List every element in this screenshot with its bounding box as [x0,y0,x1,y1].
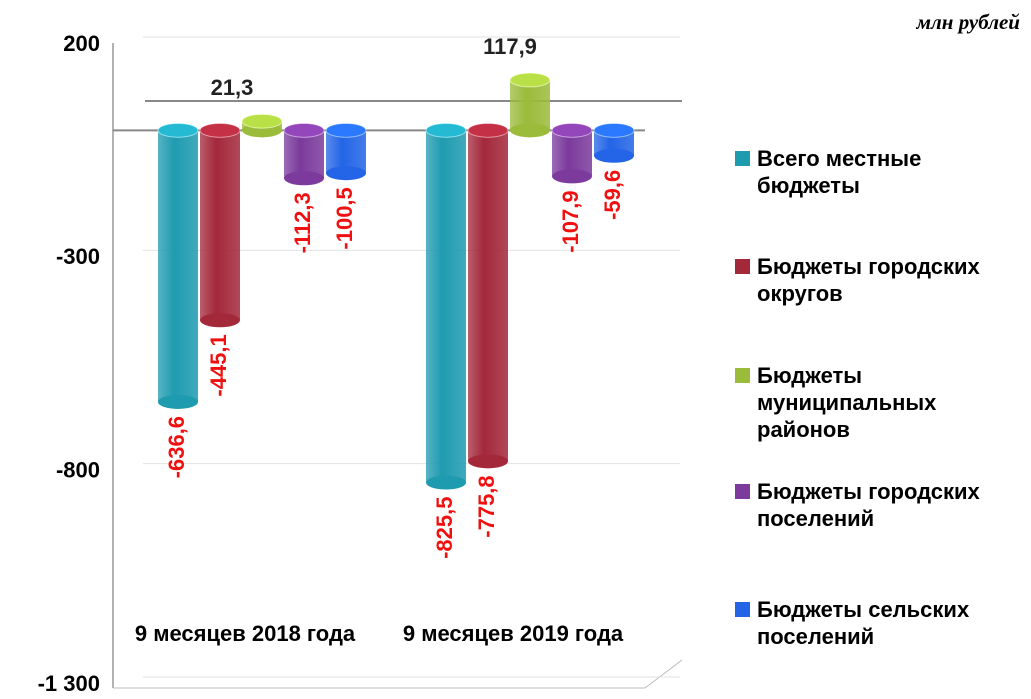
bar-cap-bottom [426,475,466,490]
bar-cap-top [199,122,241,138]
bar [426,130,466,483]
legend-swatch [735,484,750,499]
y-tick-label: 200 [63,31,100,56]
bar-cap-top [509,72,551,88]
bar-cap-top [283,122,325,138]
bar-cap-bottom [200,313,240,328]
data-label: -59,6 [600,170,625,220]
bar [200,130,240,321]
legend-swatch [735,368,750,383]
bar-cap-top [325,122,367,138]
data-label: 21,3 [211,75,254,100]
floor-edge [644,659,683,689]
legend-label: Бюджеты городских поселений [757,479,980,531]
bar [552,130,592,177]
bar [158,130,198,402]
bar-cap-bottom [284,171,324,186]
bar-cap-bottom [158,394,198,409]
y-tick-label: -800 [56,457,100,482]
bar [510,80,550,131]
data-label: -112,3 [290,192,315,253]
bar-cap-bottom [594,148,634,163]
data-label: -775,8 [474,475,499,537]
legend-label: Бюджеты муниципальных районов [757,363,937,442]
legend-label: Бюджеты городских округов [757,254,980,306]
bar-cap-top [467,122,509,138]
data-label: -445,1 [206,334,231,396]
legend-item: Бюджеты городских поселений [735,478,1025,532]
bar-cap-bottom [468,454,508,469]
bar-cap-top [157,122,199,138]
bar [468,130,508,462]
legend-label: Всего местные бюджеты [757,146,922,198]
bar-cap-top [425,122,467,138]
data-label: -636,6 [164,416,189,478]
legend-swatch [735,259,750,274]
x-tick-label: 9 месяцев 2019 года [403,621,624,646]
legend-item: Всего местные бюджеты [735,145,1025,199]
bar-cap-bottom [510,123,550,138]
data-label: -100,5 [332,187,357,249]
legend-item: Бюджеты сельских поселений [735,596,1025,650]
bar-cap-bottom [326,166,366,181]
data-label: -825,5 [432,497,457,559]
legend-label: Бюджеты сельских поселений [757,597,970,649]
bar-cap-top [551,122,593,138]
y-tick-label: -1 300 [38,671,100,696]
legend-swatch [735,602,750,617]
bar-cap-top [593,122,635,138]
bar-cap-top [241,113,283,129]
unit-label: млн рублей [916,10,1020,34]
bar [284,130,324,179]
legend-swatch [735,151,750,166]
x-tick-label: 9 месяцев 2018 года [135,621,356,646]
bar-cap-bottom [552,169,592,184]
data-label: -107,9 [558,190,583,252]
data-label: 117,9 [483,34,537,59]
legend-item: Бюджеты муниципальных районов [735,362,1025,443]
legend-item: Бюджеты городских округов [735,253,1025,307]
y-tick-label: -300 [56,244,100,269]
